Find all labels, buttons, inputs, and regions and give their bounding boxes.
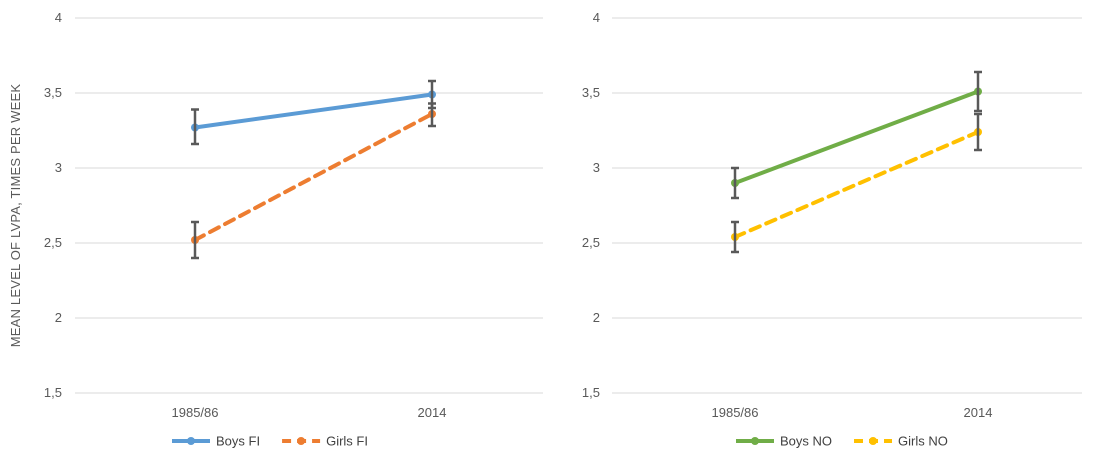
legend-label: Girls NO (898, 434, 948, 449)
y-tick-label: 2,5 (582, 235, 600, 250)
series-line (193, 92, 434, 130)
legend-label: Boys NO (780, 434, 832, 449)
y-tick-label: 1,5 (44, 385, 62, 400)
legend-marker (297, 437, 306, 445)
x-tick-label: 1985/86 (172, 405, 219, 420)
y-tick-label: 3 (593, 160, 600, 175)
y-axis-title: MEAN LEVEL OF LVPA, TIMES PER WEEK (8, 84, 23, 348)
chart-panel-right: 1,5 2 2,5 3 3,5 4 1985/86 2014 Boys NO Girls NO (582, 10, 1082, 449)
x-tick-label: 2014 (964, 405, 993, 420)
x-tick-label: 2014 (418, 405, 447, 420)
y-tick-label: 2 (55, 310, 62, 325)
legend-marker (869, 437, 878, 445)
series-line (193, 112, 434, 242)
y-tick-label: 2,5 (44, 235, 62, 250)
y-tick-label: 3,5 (582, 85, 600, 100)
y-tick-label: 2 (593, 310, 600, 325)
y-tick-label: 4 (593, 10, 600, 25)
legend-marker (751, 437, 759, 445)
legend-label: Boys FI (216, 434, 260, 449)
legend-label: Girls FI (326, 434, 368, 449)
x-tick-label: 1985/86 (712, 405, 759, 420)
series-line (733, 89, 980, 185)
y-tick-label: 1,5 (582, 385, 600, 400)
series-line (733, 130, 980, 239)
y-tick-label: 4 (55, 10, 62, 25)
y-tick-label: 3 (55, 160, 62, 175)
y-tick-label: 3,5 (44, 85, 62, 100)
chart-panel-left: 1,5 2 2,5 3 3,5 4 1985/86 2014 MEAN LEVEL OF LVP… (8, 10, 543, 449)
legend-marker (187, 437, 195, 445)
